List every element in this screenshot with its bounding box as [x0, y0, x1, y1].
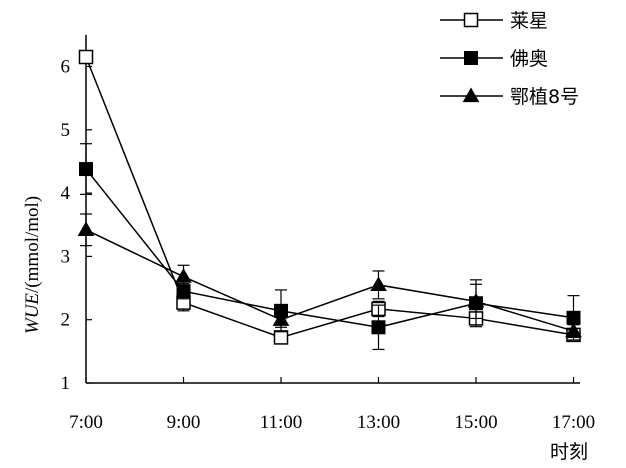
legend-label: 佛奥 [510, 48, 548, 70]
series-3 [77, 213, 582, 339]
x-tick-label: 7:00 [69, 412, 103, 433]
y-tick-label: 3 [61, 246, 71, 267]
series-layer [77, 49, 582, 351]
series-line [85, 56, 574, 339]
axes [85, 34, 580, 384]
legend-label: 鄂植8号 [510, 86, 579, 108]
x-tick-label: 9:00 [167, 412, 201, 433]
data-point [79, 162, 93, 177]
legend-item: 莱星 [440, 10, 548, 32]
y-tick-label: 4 [61, 183, 71, 204]
series-2 [79, 143, 581, 351]
data-point [467, 292, 485, 308]
data-point [565, 322, 582, 338]
x-ticks: 7:00 9:00 11:00 13:00 15:00 17:00 [69, 377, 595, 433]
series-1 [78, 49, 581, 345]
x-tick-label: 13:00 [357, 412, 400, 433]
x-tick-label: 15:00 [454, 412, 497, 433]
data-point [371, 320, 386, 335]
x-tick-label: 11:00 [260, 412, 303, 433]
y-axis-label-unit: /(mmol/mol) [22, 196, 43, 293]
legend-marker [463, 12, 479, 28]
data-point [175, 268, 192, 283]
x-tick-label: 17:00 [552, 412, 595, 433]
legend-marker [462, 87, 480, 103]
data-point [566, 310, 581, 325]
legend-item: 鄂植8号 [440, 86, 579, 108]
data-point [370, 276, 387, 292]
data-point [272, 311, 290, 326]
x-axis-label: 时刻 [550, 441, 588, 463]
y-tick-label: 6 [61, 57, 71, 78]
legend-marker [464, 51, 478, 65]
series-line [85, 229, 574, 332]
data-point [273, 330, 289, 345]
y-tick-label: 5 [61, 120, 71, 141]
y-tick-label: 2 [61, 310, 71, 331]
y-tick-label: 1 [61, 373, 71, 394]
legend-label: 莱星 [510, 10, 548, 32]
y-ticks: 1 2 3 4 5 6 [61, 57, 92, 394]
legend-item: 佛奥 [440, 48, 548, 70]
data-point [77, 221, 95, 236]
data-point [78, 49, 94, 65]
series-line [85, 168, 574, 329]
y-axis-label: WUE/(mmol/mol) [22, 196, 43, 334]
y-axis-label-var: WUE [22, 293, 43, 335]
